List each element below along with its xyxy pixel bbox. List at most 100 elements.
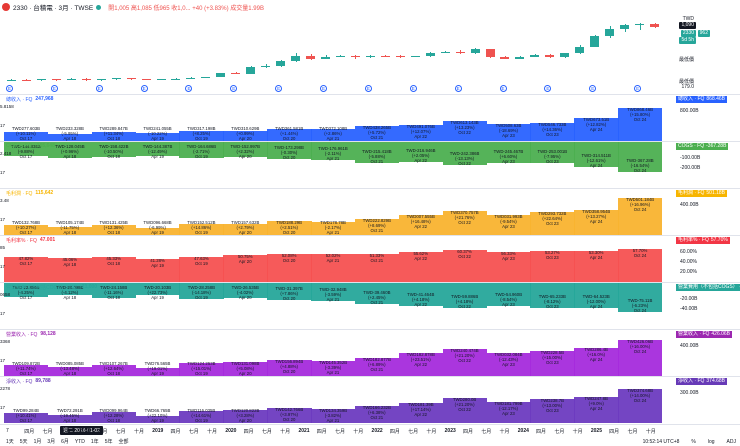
earnings-icon[interactable]: E <box>95 85 103 92</box>
candle-body[interactable] <box>306 55 316 59</box>
candle-body[interactable] <box>186 77 196 79</box>
pane-divider[interactable] <box>0 235 740 236</box>
earnings-icon[interactable]: E <box>320 85 328 92</box>
fundamental-bar[interactable] <box>530 122 575 141</box>
fundamental-bar[interactable] <box>179 130 224 141</box>
fundamental-bar[interactable] <box>442 283 488 309</box>
pane-axis[interactable]: 總收入 · FQ 868.46B 800.00B <box>664 94 740 141</box>
fundamental-bar[interactable] <box>398 142 444 162</box>
fundamental-bar[interactable] <box>398 353 444 376</box>
candle-body[interactable] <box>605 29 615 37</box>
fundamental-bar[interactable] <box>398 215 444 235</box>
pane-axis[interactable]: 營業費用（不包括COGS） · FQ-75.11B -20.00B -40.00B <box>664 282 740 329</box>
fundamental-bar[interactable] <box>486 214 531 235</box>
fundamental-bar[interactable] <box>618 249 662 282</box>
price-axis[interactable]: TWD 1,090 2330 962 5d 5h 最低價 最低價 179.0 <box>664 14 740 94</box>
fundamental-bar[interactable] <box>47 226 93 235</box>
earnings-icon[interactable]: E <box>230 85 238 92</box>
fundamental-bar[interactable] <box>91 283 137 298</box>
fundamental-bar[interactable] <box>486 123 531 141</box>
fundamental-bar[interactable] <box>618 283 662 312</box>
fundamental-bar[interactable] <box>486 142 531 163</box>
fundamental-bar[interactable] <box>267 129 312 141</box>
fundamental-bar[interactable] <box>267 254 312 282</box>
candle-body[interactable] <box>455 52 465 54</box>
range-button[interactable]: 全部 <box>118 439 129 445</box>
pane-divider[interactable] <box>0 376 740 377</box>
candle-body[interactable] <box>575 46 585 54</box>
time-axis[interactable]: 週二 2018-01-02 7 四月 七月 十月 2018 四月 七月 十月 2019 四月 七月 十… <box>0 425 740 436</box>
candle-body[interactable] <box>216 72 226 78</box>
candle-body[interactable] <box>66 79 76 81</box>
pane-divider[interactable] <box>0 94 740 95</box>
fundamental-bar[interactable] <box>4 142 49 157</box>
fundamental-bar[interactable] <box>618 198 662 235</box>
fundamental-bar[interactable] <box>311 360 356 376</box>
fundamental-bar[interactable] <box>223 130 268 141</box>
fundamental-bar[interactable] <box>179 256 224 282</box>
candle-body[interactable] <box>530 54 540 57</box>
fundamental-pane[interactable]: TWD-22.896B (-4.25%) Oct 17 TWD-20.098B (-4.… <box>4 283 662 329</box>
clock[interactable]: 10:52:14 UTC+8 <box>642 438 680 445</box>
earnings-icon[interactable]: E <box>50 85 58 92</box>
fundamental-bar[interactable] <box>398 283 444 306</box>
earnings-icon[interactable]: E <box>589 85 597 92</box>
fundamental-bar[interactable] <box>4 256 49 282</box>
fundamental-bar[interactable] <box>47 142 93 158</box>
fundamental-bar[interactable] <box>91 131 137 141</box>
fundamental-bar[interactable] <box>267 360 312 376</box>
pane-axis[interactable]: 毛利潤 · FQ 501.18B 400.00B <box>664 188 740 235</box>
fundamental-bar[interactable] <box>530 351 575 376</box>
fundamental-bar[interactable] <box>223 362 268 376</box>
pane-axis[interactable]: COGS · FQ -367.28B -100.00B -200.00B <box>664 141 740 188</box>
fundamental-bar[interactable] <box>398 402 444 423</box>
pane-divider[interactable] <box>0 282 740 283</box>
fundamental-bar[interactable] <box>179 410 224 423</box>
earnings-icon[interactable]: E <box>544 85 552 92</box>
fundamental-bar[interactable] <box>354 283 400 305</box>
earnings-icon[interactable]: E <box>409 85 417 92</box>
fundamental-bar[interactable] <box>267 142 312 160</box>
fundamental-bar[interactable] <box>486 353 531 376</box>
fundamental-bar[interactable] <box>574 118 619 141</box>
candle-body[interactable] <box>620 25 630 30</box>
fundamental-bar[interactable] <box>311 142 356 160</box>
candle-body[interactable] <box>261 65 271 67</box>
fundamental-bar[interactable] <box>91 364 137 376</box>
candle-body[interactable] <box>425 52 435 56</box>
pane-divider[interactable] <box>0 188 740 189</box>
fundamental-pane[interactable]: TWD99.284B (+10.41%) Oct 17 TWD72.291B (-19.… <box>4 377 662 423</box>
pane-legend[interactable]: 淨收入 · FQ 89,788 <box>6 378 51 385</box>
candle-body[interactable] <box>141 79 151 81</box>
pane-axis[interactable]: 淨收入 · FQ 374.68B 300.00B <box>664 376 740 423</box>
fundamental-bar[interactable] <box>47 283 93 296</box>
earnings-icon[interactable]: E <box>140 85 148 92</box>
fundamental-bar[interactable] <box>91 257 137 282</box>
candle-body[interactable] <box>560 53 570 58</box>
fundamental-bar[interactable] <box>530 212 575 235</box>
candle-body[interactable] <box>126 78 136 80</box>
earnings-icon[interactable]: E <box>364 85 372 92</box>
fundamental-bar[interactable] <box>574 142 619 167</box>
fundamental-pane[interactable]: TWD132.768B (+10.27%) Oct 17 TWD105.174B (-1… <box>4 189 662 235</box>
fundamental-bar[interactable] <box>442 120 488 141</box>
fundamental-bar[interactable] <box>267 221 312 235</box>
percent-toggle[interactable]: % <box>691 438 696 445</box>
pane-legend[interactable]: 毛利率% · FQ 47.001 <box>6 237 55 244</box>
fundamental-bar[interactable] <box>4 412 49 423</box>
candle-body[interactable] <box>470 49 480 54</box>
pane-legend[interactable]: 總收入 · FQ 247,968 <box>6 96 53 103</box>
fundamental-bar[interactable] <box>354 254 400 282</box>
candle-body[interactable] <box>395 55 405 57</box>
fundamental-bar[interactable] <box>618 389 662 423</box>
fundamental-bar[interactable] <box>530 142 575 164</box>
fundamental-bar[interactable] <box>91 225 137 235</box>
pane-axis[interactable]: 營業收入 · FQ 426.06B 400.00B <box>664 329 740 376</box>
fundamental-bar[interactable] <box>223 223 268 235</box>
fundamental-bar[interactable] <box>179 142 224 159</box>
fundamental-bar[interactable] <box>574 396 619 423</box>
candle-body[interactable] <box>171 78 181 80</box>
fundamental-bar[interactable] <box>4 131 49 141</box>
candle-body[interactable] <box>36 79 46 81</box>
fundamental-bar[interactable] <box>135 415 180 423</box>
